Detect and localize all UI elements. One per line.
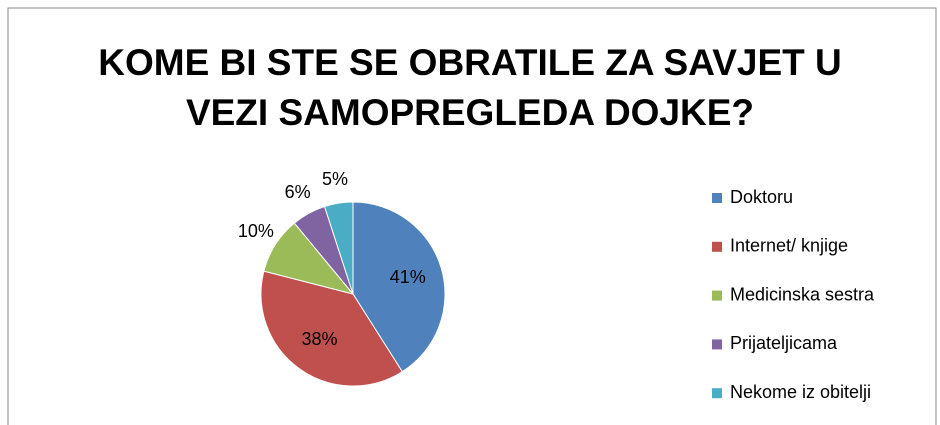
pie-slice bbox=[352, 201, 446, 373]
legend-label: Prijateljicama bbox=[730, 333, 838, 353]
legend-label: Medicinska sestra bbox=[730, 284, 875, 304]
legend-swatch bbox=[712, 193, 722, 203]
data-label: 41% bbox=[390, 267, 426, 287]
legend-swatch bbox=[712, 290, 722, 301]
chart-title: KOME BI STE SE OBRATILE ZA SAVJET U VEZI… bbox=[98, 42, 842, 133]
legend-label: Nekome iz obitelji bbox=[730, 382, 871, 402]
chart-frame bbox=[7, 7, 937, 425]
data-label: 38% bbox=[301, 329, 337, 349]
pie-slice bbox=[260, 270, 403, 387]
legend-swatch bbox=[712, 388, 722, 399]
legend-swatch bbox=[712, 339, 722, 350]
legend-label: Internet/ knjige bbox=[730, 236, 848, 256]
legend-swatch bbox=[712, 241, 722, 252]
pie-slice bbox=[323, 201, 354, 295]
data-label: 6% bbox=[285, 182, 311, 202]
legend-label: Doktoru bbox=[730, 187, 793, 207]
data-label: 5% bbox=[322, 169, 348, 189]
data-label: 10% bbox=[238, 221, 274, 241]
